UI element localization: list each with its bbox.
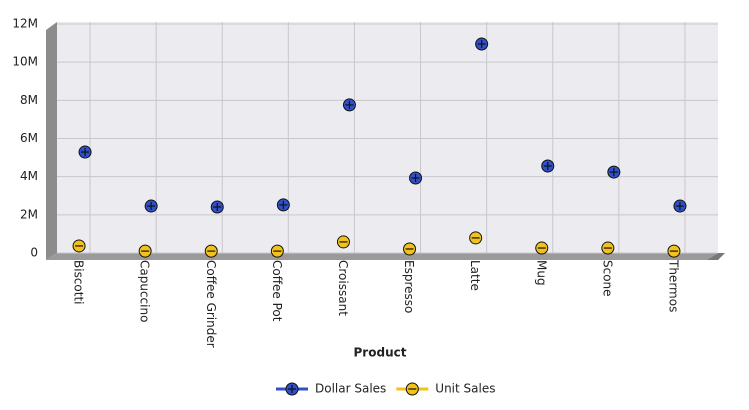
legend-label: Unit Sales xyxy=(435,382,495,396)
x-tick-label: Coffee Grinder xyxy=(204,260,218,348)
legend-label: Dollar Sales xyxy=(315,382,386,396)
point xyxy=(409,171,423,185)
y-tick-label: 2M xyxy=(20,207,38,221)
x-tick-label: Coffee Pot xyxy=(270,260,284,322)
y-tick-label: 6M xyxy=(20,131,38,145)
point xyxy=(285,382,299,396)
y-tick-label: 10M xyxy=(12,55,38,69)
point xyxy=(342,98,356,112)
point xyxy=(541,159,555,173)
point xyxy=(403,242,417,256)
x-tick-label: Scone xyxy=(600,260,614,297)
legend: Dollar Sales Unit Sales xyxy=(276,382,495,396)
point xyxy=(270,244,284,258)
y-tick-label: 0 xyxy=(30,246,38,260)
x-tick-label: Biscotti xyxy=(72,260,86,305)
x-tick-label: Latte xyxy=(468,260,482,291)
x-tick-label: Mug xyxy=(534,260,548,286)
y-tick-label: 4M xyxy=(20,169,38,183)
point xyxy=(673,199,687,213)
grid xyxy=(57,22,718,254)
y-tick-label: 8M xyxy=(20,93,38,107)
x-tick-label: Espresso xyxy=(402,260,416,313)
point xyxy=(601,241,615,255)
x-axis-title: Product xyxy=(354,346,407,360)
y-tick-label: 12M xyxy=(12,17,38,31)
point xyxy=(475,37,489,51)
left-wall xyxy=(46,22,57,260)
point xyxy=(144,199,158,213)
point xyxy=(607,165,621,179)
point xyxy=(78,145,92,159)
point xyxy=(336,235,350,249)
point xyxy=(72,239,86,253)
point xyxy=(210,200,224,214)
x-tick-label: Croissant xyxy=(336,260,350,316)
point xyxy=(535,241,549,255)
x-tick-label: Thermos xyxy=(666,259,680,312)
marks xyxy=(72,37,687,258)
x-tick-label: Capuccino xyxy=(138,260,152,322)
point xyxy=(469,231,483,245)
point xyxy=(405,382,419,396)
point xyxy=(138,244,152,258)
point xyxy=(667,244,681,258)
point xyxy=(276,198,290,212)
point xyxy=(204,244,218,258)
floor-edge xyxy=(707,253,725,260)
